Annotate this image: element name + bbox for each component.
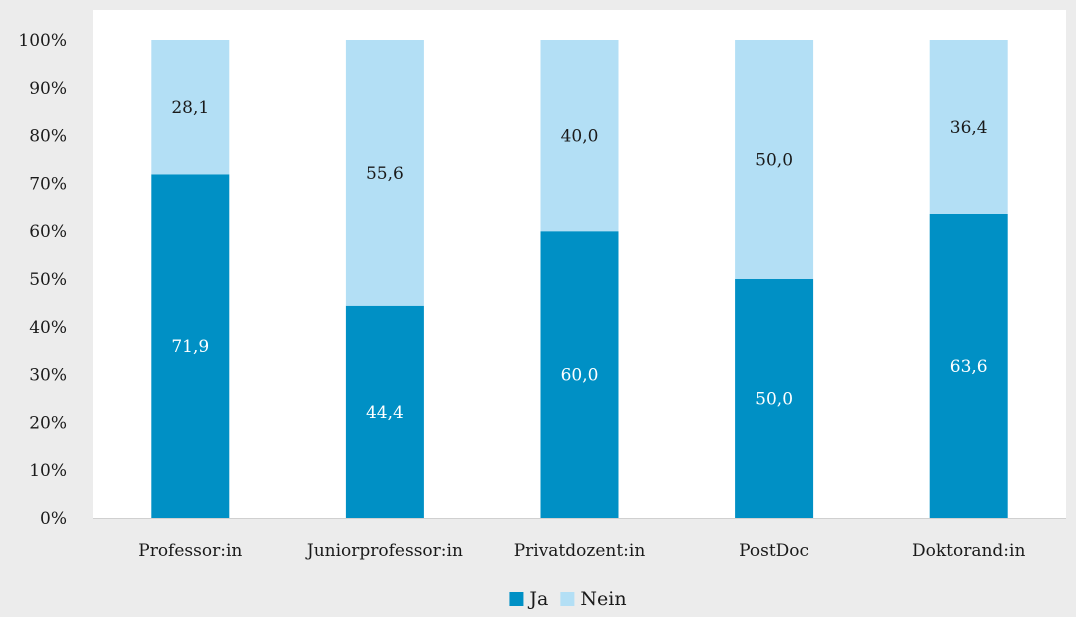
data-label: 28,1 — [171, 98, 209, 118]
data-labels: 71,9 28,1 44,4 55,6 60,0 40,0 50,0 50,0 63,6 36,4 — [171, 98, 987, 423]
x-tick-label: PostDoc — [739, 541, 809, 561]
bars — [151, 40, 1008, 518]
y-tick-label: 80% — [29, 127, 67, 147]
x-axis-tick-labels: Professor:in Juniorprofessor:in Privatdoze… — [138, 541, 1025, 561]
y-tick-label: 90% — [29, 79, 67, 99]
legend: Ja Nein — [509, 588, 627, 610]
y-tick-label: 0% — [40, 509, 67, 529]
bar-ja-3 — [735, 279, 814, 518]
data-label: 44,4 — [366, 403, 404, 423]
bar-nein-2 — [540, 40, 619, 232]
x-tick-label: Privatdozent:in — [514, 541, 646, 561]
y-tick-label: 70% — [29, 174, 67, 194]
data-label: 50,0 — [755, 151, 793, 171]
data-label: 36,4 — [950, 118, 988, 138]
y-tick-label: 20% — [29, 413, 67, 433]
data-label: 55,6 — [366, 164, 404, 184]
legend-swatch-nein — [560, 592, 575, 606]
data-label: 50,0 — [755, 390, 793, 410]
x-tick-label: Doktorand:in — [912, 541, 1025, 561]
y-tick-label: 60% — [29, 222, 67, 242]
data-label: 40,0 — [561, 127, 599, 147]
y-tick-label: 10% — [29, 461, 67, 481]
x-tick-label: Professor:in — [138, 541, 242, 561]
y-tick-label: 30% — [29, 366, 67, 386]
legend-swatch-ja — [509, 592, 524, 606]
bar-nein-0 — [151, 40, 230, 175]
data-label: 60,0 — [561, 366, 599, 386]
x-tick-label: Juniorprofessor:in — [305, 541, 463, 561]
legend-label-ja: Ja — [527, 588, 548, 610]
y-axis-tick-labels: 0% 10% 20% 30% 40% 50% 60% 70% 80% 90% 100% — [18, 31, 67, 529]
data-label: 63,6 — [950, 357, 988, 377]
bar-ja-4 — [929, 213, 1008, 518]
bar-ja-0 — [151, 174, 230, 518]
bar-nein-4 — [929, 40, 1008, 214]
bar-ja-1 — [345, 305, 424, 518]
legend-label-nein: Nein — [580, 588, 626, 610]
y-tick-label: 40% — [29, 318, 67, 338]
bar-ja-2 — [540, 231, 619, 518]
data-label: 71,9 — [171, 337, 209, 357]
bar-nein-3 — [735, 40, 814, 279]
y-tick-label: 100% — [18, 31, 67, 51]
y-tick-label: 50% — [29, 270, 67, 290]
bar-nein-1 — [345, 40, 424, 306]
